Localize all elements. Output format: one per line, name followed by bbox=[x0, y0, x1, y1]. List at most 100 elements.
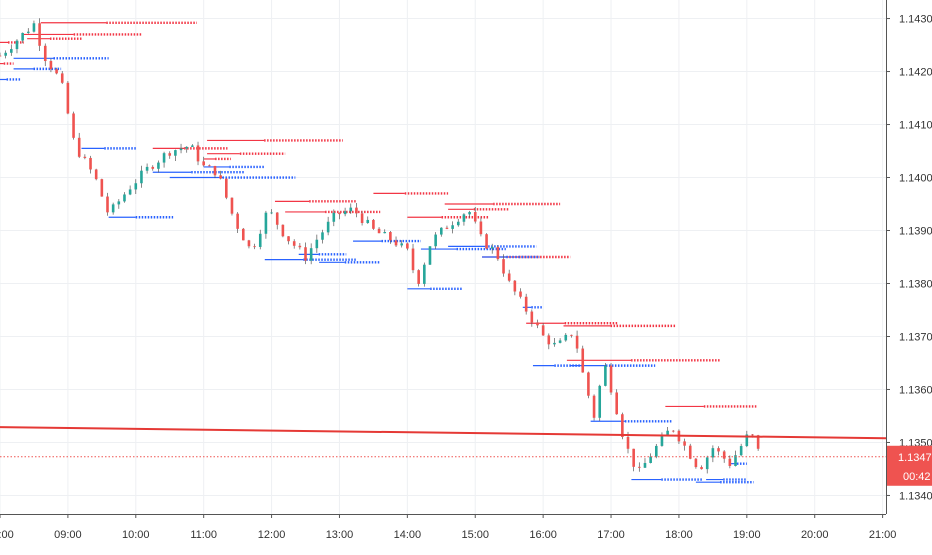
candle-down bbox=[638, 466, 641, 468]
time-tick-label: 09:00 bbox=[54, 529, 82, 541]
time-tick-label: 12:00 bbox=[258, 529, 286, 541]
candle-up bbox=[4, 52, 7, 56]
candle-up bbox=[134, 183, 138, 190]
last-price-badge-bg bbox=[887, 445, 932, 486]
candle-up bbox=[117, 201, 121, 205]
candle-up bbox=[558, 340, 562, 343]
candle-up bbox=[315, 239, 319, 249]
candle-down bbox=[304, 247, 307, 261]
candle-down bbox=[298, 245, 302, 248]
candle-down bbox=[94, 169, 98, 180]
candle-down bbox=[694, 458, 698, 468]
candle-up bbox=[15, 40, 19, 50]
time-axis[interactable]: 08:00 09:00 10:00 11:00 12:00 13:00 14:00 15:00… bbox=[0, 514, 932, 550]
price-tick-label: 1.14000 bbox=[899, 173, 932, 185]
candle-down bbox=[100, 179, 104, 197]
candle-down bbox=[247, 240, 251, 247]
candle-down bbox=[241, 228, 245, 241]
candle-up bbox=[123, 194, 126, 202]
candle-down bbox=[281, 224, 285, 237]
candle-up bbox=[366, 219, 370, 224]
candle-down bbox=[372, 219, 375, 229]
candle-down bbox=[389, 232, 392, 241]
candle-up bbox=[434, 234, 437, 247]
candle-down bbox=[72, 113, 75, 138]
candle-up bbox=[321, 232, 324, 240]
candle-down bbox=[253, 246, 256, 248]
candle-down bbox=[671, 430, 675, 432]
candle-up bbox=[343, 211, 347, 215]
time-tick-label: 16:00 bbox=[529, 529, 557, 541]
candle-down bbox=[213, 165, 217, 176]
candle-down bbox=[43, 45, 47, 62]
time-tick-label: 19:00 bbox=[733, 529, 761, 541]
candle-down bbox=[502, 259, 505, 274]
candle-up bbox=[191, 145, 194, 147]
candle-down bbox=[89, 157, 92, 170]
candle-countdown: 00:42 bbox=[903, 471, 931, 483]
candle-up bbox=[332, 212, 336, 222]
candle-down bbox=[609, 365, 613, 393]
candle-up bbox=[270, 212, 273, 214]
price-tick-label: 1.13600 bbox=[899, 384, 932, 396]
candle-up bbox=[456, 221, 460, 226]
candle-down bbox=[632, 448, 635, 467]
candle-down bbox=[507, 273, 511, 281]
candle-down bbox=[202, 161, 205, 166]
candle-down bbox=[575, 335, 579, 349]
candle-down bbox=[287, 236, 290, 242]
candle-up bbox=[451, 225, 454, 229]
candle-up bbox=[26, 31, 30, 33]
candle-up bbox=[745, 434, 749, 447]
candle-down bbox=[445, 227, 449, 229]
candle-down bbox=[581, 348, 585, 373]
candle-down bbox=[208, 165, 211, 167]
time-tick-label: 17:00 bbox=[597, 529, 625, 541]
candle-up bbox=[490, 246, 494, 249]
candle-down bbox=[38, 23, 41, 46]
candle-up bbox=[140, 170, 143, 184]
candle-down bbox=[394, 240, 398, 246]
candle-down bbox=[700, 467, 703, 470]
candle-up bbox=[598, 385, 602, 418]
candle-up bbox=[349, 207, 353, 212]
candle-up bbox=[649, 456, 652, 463]
candle-up bbox=[185, 146, 189, 149]
candle-down bbox=[587, 372, 590, 396]
candle-down bbox=[473, 212, 477, 222]
price-tick-label: 1.14100 bbox=[899, 120, 932, 132]
candle-down bbox=[275, 212, 279, 225]
candle-up bbox=[32, 23, 36, 32]
candle-down bbox=[485, 234, 488, 249]
candle-down bbox=[626, 436, 630, 449]
price-tick-label: 1.13700 bbox=[899, 331, 932, 343]
price-tick-label: 1.14200 bbox=[899, 67, 932, 79]
candles bbox=[0, 18, 760, 474]
candle-down bbox=[496, 246, 500, 260]
candle-down bbox=[151, 166, 155, 169]
candle-up bbox=[660, 435, 664, 446]
candle-down bbox=[196, 145, 200, 162]
candle-up bbox=[440, 227, 443, 235]
candle-down bbox=[728, 458, 732, 466]
candle-down bbox=[55, 69, 58, 74]
time-tick-label: 13:00 bbox=[326, 529, 354, 541]
candle-down bbox=[530, 311, 534, 323]
support-resistance-levels bbox=[0, 21, 758, 484]
candle-up bbox=[604, 365, 607, 386]
candle-up bbox=[128, 189, 132, 195]
candle-down bbox=[230, 197, 234, 214]
overlays bbox=[0, 426, 887, 458]
candle-up bbox=[258, 233, 262, 247]
candle-down bbox=[536, 322, 539, 326]
candle-down bbox=[621, 414, 624, 437]
candle-down bbox=[225, 178, 228, 198]
candle-down bbox=[547, 335, 551, 345]
candle-down bbox=[236, 213, 239, 229]
candle-down bbox=[479, 221, 483, 235]
candle-down bbox=[66, 82, 70, 114]
time-axis-bg bbox=[0, 514, 932, 550]
